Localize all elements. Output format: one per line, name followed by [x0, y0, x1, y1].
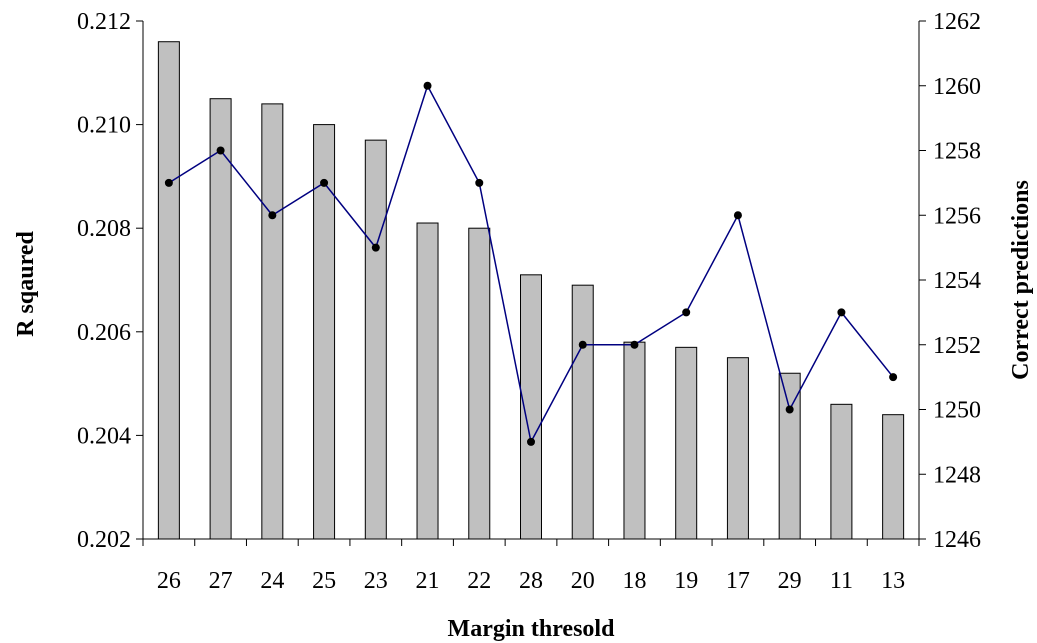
bar-23: [364, 139, 387, 540]
y-left-tick-label: 0.204: [77, 423, 131, 449]
bar-24: [261, 103, 284, 540]
y-left-tick-label: 0.212: [77, 9, 131, 35]
x-tick-label-26: 26: [157, 568, 181, 594]
point-22: [475, 178, 484, 187]
x-tick-label-29: 29: [778, 568, 802, 594]
y-right-tick-label: 1258: [933, 139, 981, 165]
bar-17: [726, 357, 749, 540]
axes-layer: [136, 20, 926, 546]
y-left-tick-label: 0.208: [77, 216, 131, 242]
y-left-axis-title: R sqaured: [13, 231, 39, 337]
bar-18: [623, 341, 646, 540]
bars-layer: [157, 41, 905, 540]
bar-19: [675, 346, 698, 540]
y-right-tick-label: 1248: [933, 462, 981, 488]
y-right-tick-label: 1262: [933, 9, 981, 35]
bar-13: [882, 414, 905, 540]
y-left-tick-label: 0.202: [77, 527, 131, 553]
point-20: [578, 340, 587, 349]
labels-layer: 0.202 0.204 0.206 0.208 0.210 0.212 1246 1248 12…: [77, 9, 981, 594]
point-24: [268, 211, 277, 220]
point-28: [527, 437, 535, 446]
bar-11: [830, 403, 853, 540]
bar-27: [209, 98, 232, 540]
point-19: [682, 308, 691, 317]
y-left-tick-label: 0.210: [77, 113, 131, 139]
x-tick-label-20: 20: [571, 568, 595, 594]
bar-26: [157, 41, 180, 540]
x-tick-label-17: 17: [726, 568, 750, 594]
x-tick-label-11: 11: [830, 568, 853, 594]
point-18: [630, 340, 639, 349]
point-27: [216, 146, 225, 155]
y-right-tick-label: 1260: [933, 74, 981, 100]
y-left-tick-label: 0.206: [77, 320, 131, 346]
x-tick-label-19: 19: [674, 568, 698, 594]
point-11: [837, 308, 846, 317]
x-tick-label-18: 18: [622, 568, 646, 594]
x-tick-label-25: 25: [312, 568, 336, 594]
x-tick-label-27: 27: [209, 568, 233, 594]
x-tick-label-24: 24: [260, 568, 284, 594]
bar-21: [416, 222, 439, 540]
y-right-tick-label: 1256: [933, 203, 981, 229]
x-tick-label-28: 28: [519, 568, 543, 594]
point-26: [164, 178, 173, 187]
point-23: [371, 243, 380, 252]
x-tick-label-13: 13: [881, 568, 905, 594]
x-tick-label-22: 22: [467, 568, 491, 594]
y-right-tick-label: 1254: [933, 268, 981, 294]
x-axis-title: Margin thresold: [448, 616, 616, 642]
line-layer: [164, 81, 898, 446]
point-13: [889, 373, 898, 382]
point-17: [733, 211, 742, 220]
x-tick-label-23: 23: [364, 568, 388, 594]
point-29: [785, 405, 794, 414]
y-right-tick-label: 1250: [933, 398, 981, 424]
bar-22: [468, 227, 491, 540]
y-right-tick-label: 1246: [933, 527, 981, 553]
bar-20: [571, 284, 594, 540]
y-right-tick-label: 1252: [933, 333, 981, 359]
y-right-axis-title: Correct predictions: [1008, 180, 1034, 380]
bar-29: [778, 372, 801, 540]
x-tick-label-21: 21: [416, 568, 440, 594]
point-21: [423, 81, 432, 90]
point-25: [320, 178, 329, 187]
